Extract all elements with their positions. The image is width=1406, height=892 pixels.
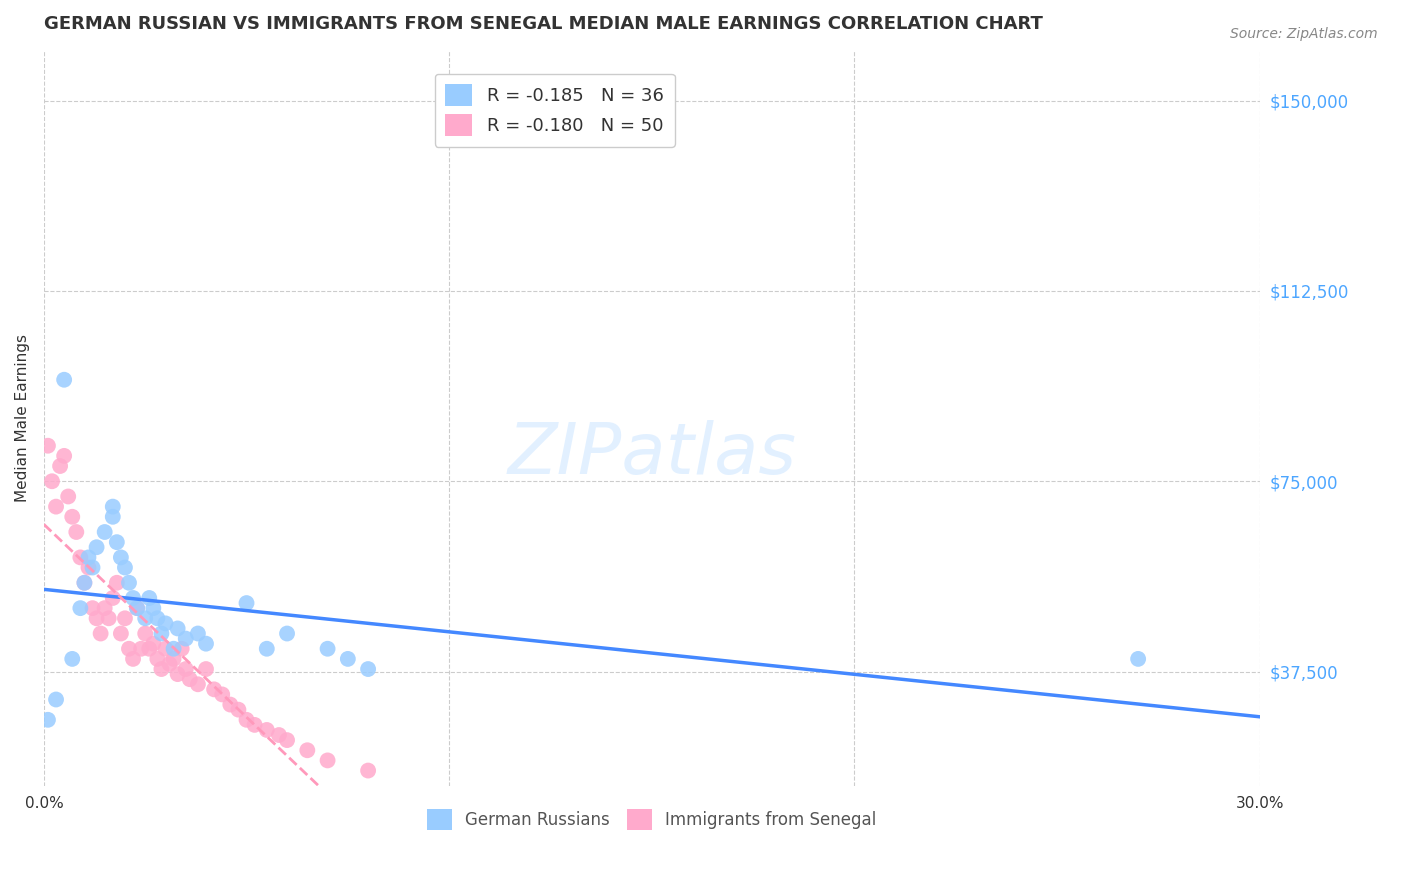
Point	[69, 601, 91, 615]
Point	[37, 439, 59, 453]
Point	[49, 458, 72, 473]
Point	[86, 540, 108, 554]
Point	[77, 550, 100, 565]
Y-axis label: Median Male Earnings: Median Male Earnings	[15, 334, 30, 502]
Point	[110, 626, 132, 640]
Point	[155, 641, 177, 656]
Point	[60, 509, 83, 524]
Point	[235, 713, 257, 727]
Point	[316, 641, 339, 656]
Point	[162, 652, 184, 666]
Point	[146, 652, 169, 666]
Point	[155, 616, 177, 631]
Legend: German Russians, Immigrants from Senegal: German Russians, Immigrants from Senegal	[420, 803, 883, 837]
Point	[336, 652, 359, 666]
Point	[93, 601, 115, 615]
Point	[166, 622, 188, 636]
Point	[134, 611, 156, 625]
Point	[129, 641, 152, 656]
Point	[101, 500, 124, 514]
Point	[179, 672, 201, 686]
Point	[37, 713, 59, 727]
Point	[105, 535, 128, 549]
Point	[187, 677, 209, 691]
Point	[122, 591, 145, 605]
Point	[166, 667, 188, 681]
Point	[118, 575, 141, 590]
Point	[69, 550, 91, 565]
Point	[174, 632, 197, 646]
Point	[82, 601, 104, 615]
Point	[146, 611, 169, 625]
Point	[142, 601, 165, 615]
Point	[45, 500, 67, 514]
Point	[73, 575, 96, 590]
Point	[138, 591, 160, 605]
Point	[82, 560, 104, 574]
Point	[1126, 652, 1149, 666]
Point	[316, 753, 339, 767]
Point	[138, 641, 160, 656]
Point	[357, 662, 380, 676]
Point	[195, 637, 218, 651]
Point	[235, 596, 257, 610]
Point	[211, 688, 233, 702]
Point	[187, 626, 209, 640]
Point	[127, 601, 149, 615]
Point	[105, 575, 128, 590]
Point	[127, 601, 149, 615]
Point	[114, 611, 136, 625]
Point	[73, 575, 96, 590]
Text: GERMAN RUSSIAN VS IMMIGRANTS FROM SENEGAL MEDIAN MALE EARNINGS CORRELATION CHART: GERMAN RUSSIAN VS IMMIGRANTS FROM SENEGA…	[44, 15, 1043, 33]
Text: Source: ZipAtlas.com: Source: ZipAtlas.com	[1230, 27, 1378, 41]
Point	[357, 764, 380, 778]
Point	[150, 662, 173, 676]
Point	[97, 611, 120, 625]
Point	[58, 490, 80, 504]
Point	[53, 373, 76, 387]
Point	[243, 718, 266, 732]
Point	[159, 657, 181, 671]
Point	[65, 524, 87, 539]
Point	[45, 692, 67, 706]
Point	[228, 703, 250, 717]
Point	[162, 641, 184, 656]
Point	[202, 682, 225, 697]
Point	[134, 626, 156, 640]
Point	[267, 728, 290, 742]
Point	[195, 662, 218, 676]
Point	[297, 743, 319, 757]
Point	[60, 652, 83, 666]
Point	[174, 662, 197, 676]
Point	[86, 611, 108, 625]
Point	[142, 637, 165, 651]
Point	[77, 560, 100, 574]
Point	[41, 475, 63, 489]
Point	[101, 509, 124, 524]
Point	[150, 626, 173, 640]
Point	[276, 733, 298, 747]
Point	[122, 652, 145, 666]
Text: ZIPatlas: ZIPatlas	[508, 420, 796, 489]
Point	[93, 524, 115, 539]
Point	[276, 626, 298, 640]
Point	[256, 723, 278, 737]
Point	[114, 560, 136, 574]
Point	[53, 449, 76, 463]
Point	[90, 626, 112, 640]
Point	[110, 550, 132, 565]
Point	[170, 641, 193, 656]
Point	[118, 641, 141, 656]
Point	[101, 591, 124, 605]
Point	[256, 641, 278, 656]
Point	[219, 698, 242, 712]
